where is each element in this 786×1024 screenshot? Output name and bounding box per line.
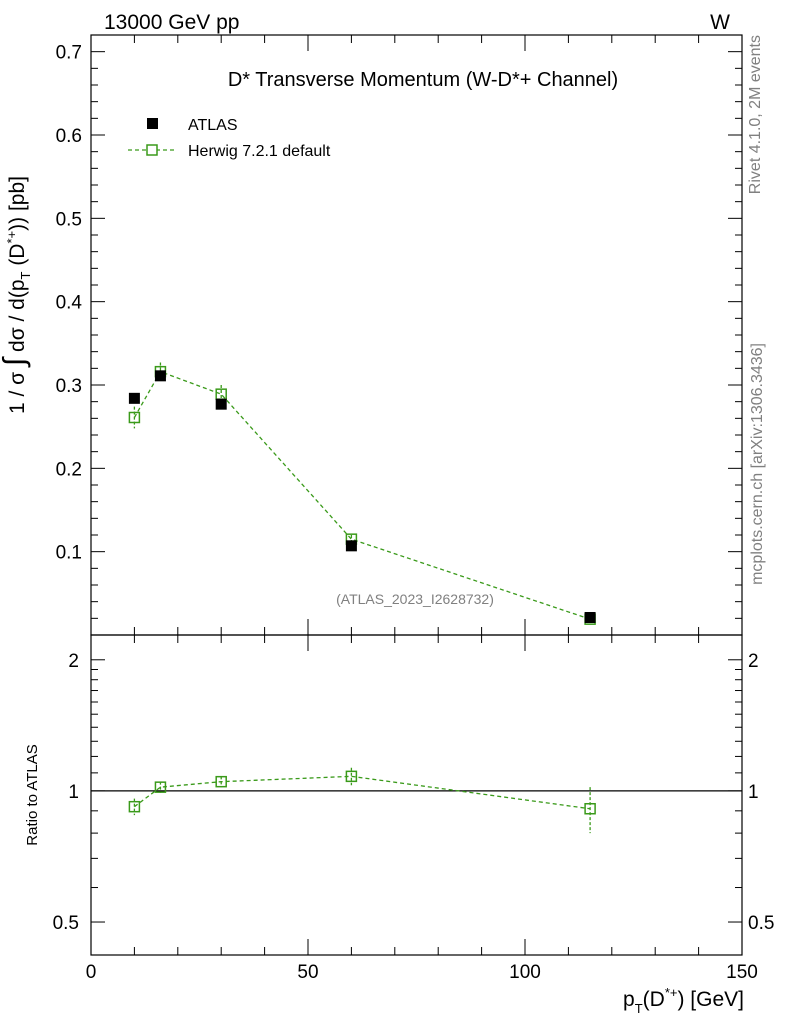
- ratio-y-tick-label: 2: [68, 651, 79, 672]
- energy-label: 13000 GeV pp: [104, 11, 239, 34]
- x-tick-label: 100: [509, 962, 541, 983]
- main-y-tick-label: 0.4: [56, 293, 83, 314]
- herwig-ratio-point: [128, 800, 141, 813]
- ratio-y-tick-label: 0.5: [53, 913, 79, 934]
- legend: ATLAS Herwig 7.2.1 default: [128, 117, 331, 160]
- analysis-id: (ATLAS_2023_I2628732): [336, 591, 494, 607]
- main-y-tick-label: 0.3: [56, 376, 82, 397]
- herwig-ratio-point: [154, 781, 167, 793]
- ratio-y-tick-label-right: 2: [748, 651, 759, 672]
- herwig-line: [133, 370, 591, 620]
- main-y-tick-label: 0.2: [56, 459, 82, 480]
- main-y-tick-label: 0.5: [56, 209, 82, 230]
- x-axis-title: pT(D*+) [GeV]: [623, 985, 744, 1016]
- x-tick-label: 0: [86, 962, 97, 983]
- legend-atlas-marker: [147, 118, 158, 129]
- mcplots-label: mcplots.cern.ch [arXiv:1306.3436]: [749, 343, 766, 585]
- rivet-version-label: Rivet 4.1.0, 2M events: [747, 35, 764, 194]
- ratio-y-tick-label: 1: [68, 782, 79, 803]
- plot-title: D* Transverse Momentum (W-D*+ Channel): [228, 69, 618, 91]
- main-data-layer: [128, 362, 596, 625]
- x-axis-ticks: 0 50 100 150: [86, 35, 758, 983]
- herwig-ratio-point: [215, 775, 227, 788]
- atlas-point: [584, 612, 596, 623]
- ratio-plot-frame: [90, 634, 743, 956]
- ratio-y-axis-title: Ratio to ATLAS: [24, 744, 41, 845]
- main-y-tick-label: 0.1: [56, 543, 82, 564]
- legend-herwig-label: Herwig 7.2.1 default: [188, 143, 331, 160]
- ratio-y-tick-label-right: 0.5: [748, 913, 774, 934]
- x-tick-label: 150: [726, 962, 758, 983]
- atlas-point: [345, 540, 357, 552]
- main-y-axis-title: 1 / σ ∫ dσ / d(pT (D*+)) [pb]: [0, 176, 33, 414]
- main-y-tick-label: 0.6: [56, 126, 82, 147]
- herwig-point: [128, 411, 141, 424]
- svg-text:1 / σ ∫ dσ / d(pT (D*+)) [pb]: 1 / σ ∫ dσ / d(pT (D*+)) [pb]: [0, 176, 33, 414]
- legend-atlas-label: ATLAS: [188, 117, 238, 134]
- atlas-point: [215, 398, 227, 410]
- legend-herwig-marker: [146, 144, 158, 156]
- main-axis-ticks: 0.1 0.2 0.3 0.4 0.5 0.6 0.7: [56, 43, 742, 636]
- herwig-ratio-point: [345, 770, 358, 783]
- main-y-tick-label: 0.7: [56, 43, 82, 64]
- atlas-point: [128, 392, 140, 404]
- ratio-y-tick-label-right: 1: [748, 782, 759, 803]
- x-tick-label: 50: [297, 962, 318, 983]
- ratio-data-layer: [128, 767, 596, 834]
- process-label: W: [710, 11, 730, 34]
- herwig-ratio-point: [584, 802, 596, 815]
- atlas-point: [154, 370, 166, 382]
- herwig-ratio-line: [134, 775, 591, 810]
